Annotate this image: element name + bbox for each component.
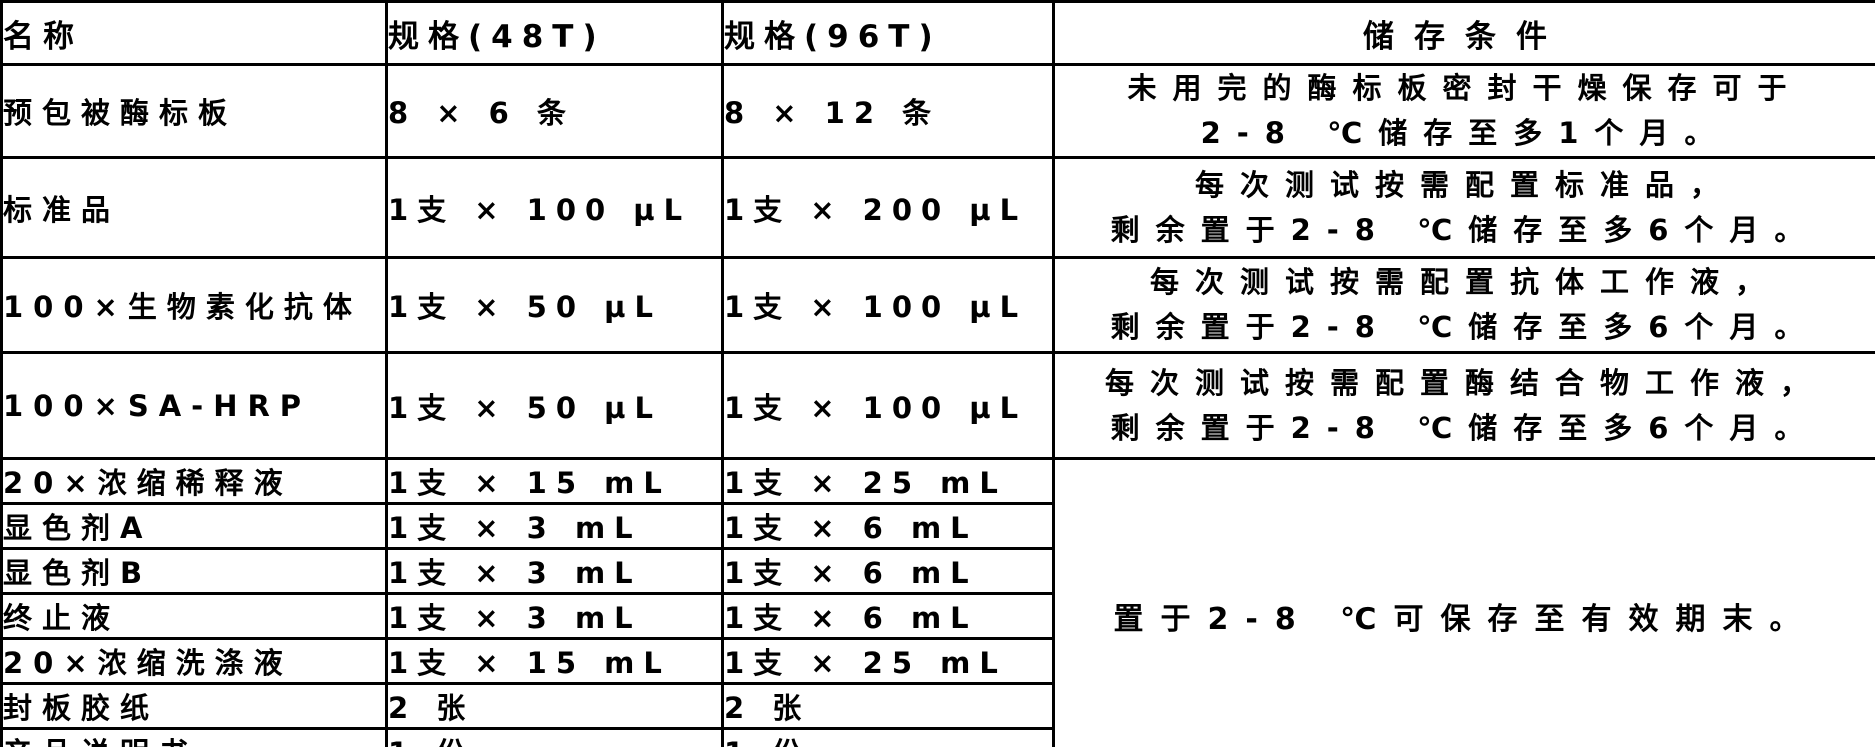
storage-line: 剩余置于2-8 ℃储存至多6个月。 bbox=[1110, 310, 1820, 344]
table-row: 产品说明书 1 份 1 份 bbox=[0, 727, 1875, 747]
component-name-cell: 显色剂B bbox=[0, 547, 388, 595]
spec-96t-cell: 1 份 bbox=[721, 727, 1055, 747]
spec-96t-cell: 1支 × 6 mL bbox=[721, 592, 1055, 640]
spec-48t-cell: 1支 × 3 mL bbox=[385, 547, 724, 595]
storage-condition-merged-cell: 置于2-8 ℃可保存至有效期末。 bbox=[1052, 457, 1875, 747]
spec-48t-cell: 1支 × 100 µL bbox=[385, 156, 724, 259]
table-row: 预包被酶标板 8 × 6 条 8 × 12 条 未用完的酶标板密封干燥保存可于 … bbox=[0, 63, 1875, 159]
table-header-row: 名称 规格(48T) 规格(96T) 储存条件 bbox=[0, 0, 1875, 66]
spec-48t-cell: 1支 × 3 mL bbox=[385, 502, 724, 550]
component-name-cell: 封板胶纸 bbox=[0, 682, 388, 730]
storage-line: 每次测试按需配置标准品， bbox=[1194, 167, 1735, 202]
table-row: 封板胶纸 2 张 2 张 bbox=[0, 682, 1875, 730]
spec-48t-cell: 2 张 bbox=[385, 682, 724, 730]
table-row: 20×浓缩稀释液 1支 × 15 mL 1支 × 25 mL 置于2-8 ℃可保… bbox=[0, 457, 1875, 747]
component-name-cell: 终止液 bbox=[0, 592, 388, 640]
table-row: 显色剂B 1支 × 3 mL 1支 × 6 mL bbox=[0, 547, 1875, 595]
storage-line: 2-8 ℃储存至多1个月。 bbox=[1200, 116, 1730, 150]
header-spec-96t: 规格(96T) bbox=[721, 0, 1055, 66]
spec-48t-cell: 1支 × 15 mL bbox=[385, 637, 724, 685]
spec-96t-cell: 1支 × 100 µL bbox=[721, 256, 1055, 354]
table-row: 20×浓缩洗涤液 1支 × 15 mL 1支 × 25 mL bbox=[0, 637, 1875, 685]
spec-48t-cell: 1 份 bbox=[385, 727, 724, 747]
storage-line: 剩余置于2-8 ℃储存至多6个月。 bbox=[1110, 410, 1820, 445]
component-name-cell: 20×浓缩稀释液 bbox=[0, 457, 388, 505]
spec-96t-cell: 1支 × 6 mL bbox=[721, 547, 1055, 595]
storage-condition-cell: 每次测试按需配置抗体工作液， 剩余置于2-8 ℃储存至多6个月。 bbox=[1052, 256, 1875, 354]
storage-condition-cell: 未用完的酶标板密封干燥保存可于 2-8 ℃储存至多1个月。 bbox=[1052, 63, 1875, 159]
table-row: 标准品 1支 × 100 µL 1支 × 200 µL 每次测试按需配置标准品，… bbox=[0, 156, 1875, 259]
component-name-cell: 标准品 bbox=[0, 156, 388, 259]
storage-line: 剩余置于2-8 ℃储存至多6个月。 bbox=[1110, 212, 1820, 247]
header-name: 名称 bbox=[0, 0, 388, 66]
table-row: 显色剂A 1支 × 3 mL 1支 × 6 mL bbox=[0, 502, 1875, 550]
table-row: 100×SA-HRP 1支 × 50 µL 1支 × 100 µL 每次测试按需… bbox=[0, 351, 1875, 460]
component-name-cell: 显色剂A bbox=[0, 502, 388, 550]
table-row: 终止液 1支 × 3 mL 1支 × 6 mL bbox=[0, 592, 1875, 640]
spec-96t-cell: 8 × 12 条 bbox=[721, 63, 1055, 159]
storage-line: 每次测试按需配置抗体工作液， bbox=[1149, 265, 1780, 299]
component-name-cell: 100×SA-HRP bbox=[0, 351, 388, 460]
table-row: 100×生物素化抗体 1支 × 50 µL 1支 × 100 µL 每次测试按需… bbox=[0, 256, 1875, 354]
spec-96t-cell: 2 张 bbox=[721, 682, 1055, 730]
component-name-cell: 预包被酶标板 bbox=[0, 63, 388, 159]
spec-48t-cell: 1支 × 50 µL bbox=[385, 256, 724, 354]
spec-48t-cell: 8 × 6 条 bbox=[385, 63, 724, 159]
spec-96t-cell: 1支 × 25 mL bbox=[721, 457, 1055, 505]
component-name-cell: 产品说明书 bbox=[0, 727, 388, 747]
storage-line: 未用完的酶标板密封干燥保存可于 bbox=[1127, 71, 1803, 105]
storage-condition-cell: 每次测试按需配置酶结合物工作液， 剩余置于2-8 ℃储存至多6个月。 bbox=[1052, 351, 1875, 460]
spec-48t-cell: 1支 × 15 mL bbox=[385, 457, 724, 505]
header-storage-conditions: 储存条件 bbox=[1052, 0, 1875, 66]
spec-48t-cell: 1支 × 3 mL bbox=[385, 592, 724, 640]
spec-96t-cell: 1支 × 25 mL bbox=[721, 637, 1055, 685]
storage-line: 每次测试按需配置酶结合物工作液， bbox=[1104, 365, 1825, 400]
component-name-cell: 100×生物素化抗体 bbox=[0, 256, 388, 354]
component-name-cell: 20×浓缩洗涤液 bbox=[0, 637, 388, 685]
spec-96t-cell: 1支 × 100 µL bbox=[721, 351, 1055, 460]
spec-96t-cell: 1支 × 200 µL bbox=[721, 156, 1055, 259]
spec-48t-cell: 1支 × 50 µL bbox=[385, 351, 724, 460]
spec-96t-cell: 1支 × 6 mL bbox=[721, 502, 1055, 550]
header-spec-48t: 规格(48T) bbox=[385, 0, 724, 66]
storage-condition-cell: 每次测试按需配置标准品， 剩余置于2-8 ℃储存至多6个月。 bbox=[1052, 156, 1875, 259]
